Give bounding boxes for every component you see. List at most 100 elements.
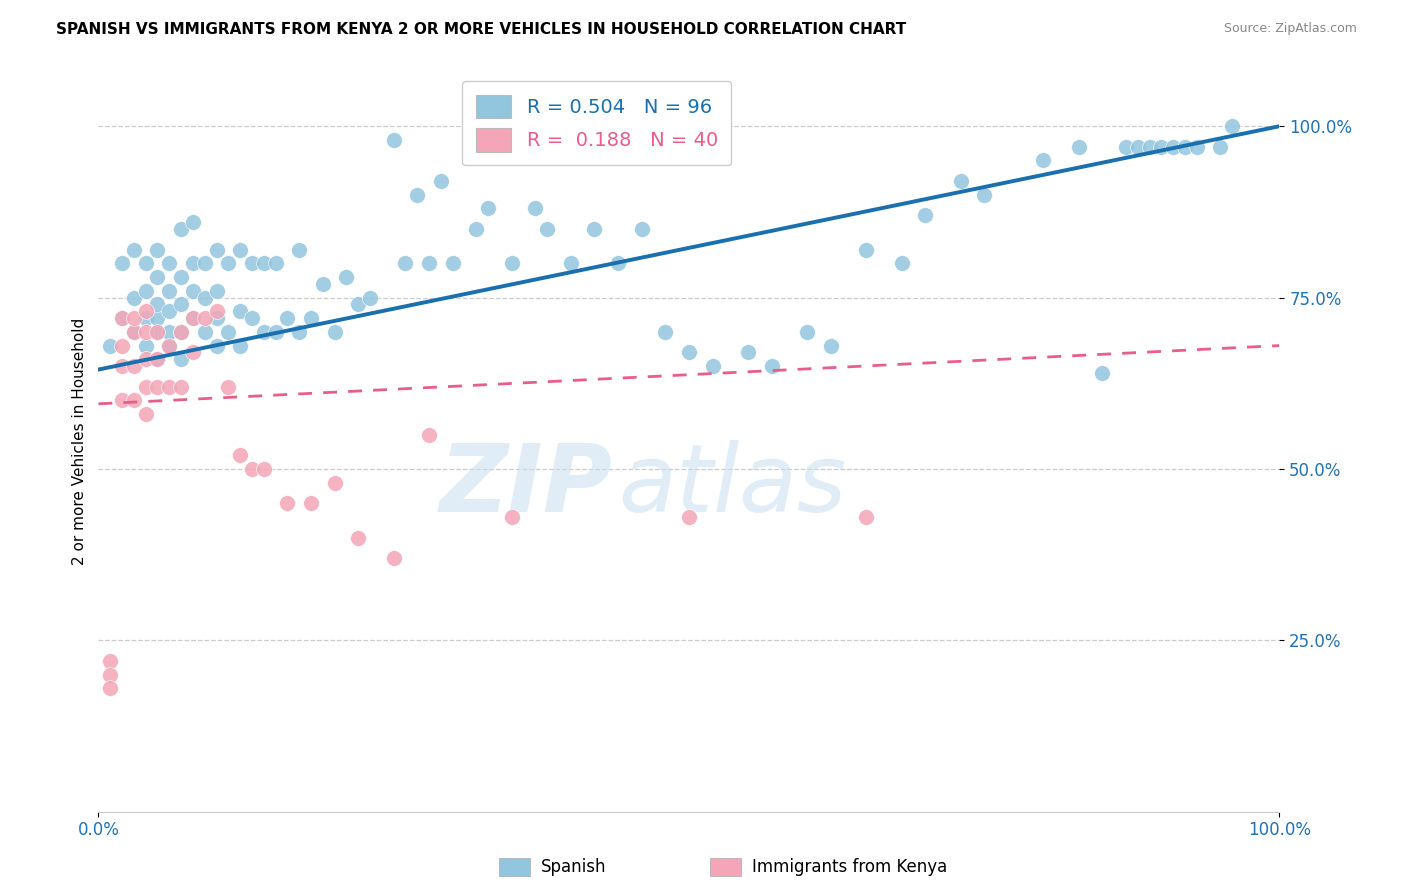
Point xyxy=(299,311,322,326)
Point xyxy=(1161,140,1184,154)
Point xyxy=(170,380,193,394)
Point xyxy=(630,222,652,236)
Point xyxy=(914,208,936,222)
Point xyxy=(276,496,298,510)
Point xyxy=(347,297,370,311)
Point xyxy=(157,338,180,352)
Point xyxy=(288,243,311,257)
Point xyxy=(536,222,558,236)
Point xyxy=(441,256,464,270)
Point xyxy=(194,256,217,270)
Point xyxy=(98,654,121,668)
Point xyxy=(394,256,416,270)
Point xyxy=(170,352,193,367)
Point xyxy=(181,256,204,270)
Point xyxy=(135,352,157,367)
Point xyxy=(796,325,818,339)
Point xyxy=(288,325,311,339)
Text: atlas: atlas xyxy=(619,441,846,532)
Point xyxy=(135,284,157,298)
Point xyxy=(146,352,169,367)
Point xyxy=(820,338,842,352)
Point xyxy=(122,243,145,257)
Text: Spanish: Spanish xyxy=(541,858,607,876)
Point xyxy=(157,325,180,339)
Point xyxy=(122,359,145,373)
Point xyxy=(240,256,263,270)
Point xyxy=(170,270,193,285)
Point xyxy=(1115,140,1137,154)
Point xyxy=(1220,119,1243,133)
Point xyxy=(229,304,252,318)
Point xyxy=(1091,366,1114,380)
Point xyxy=(146,325,169,339)
Point xyxy=(146,243,169,257)
Point xyxy=(98,667,121,681)
Point xyxy=(146,352,169,367)
Point xyxy=(229,448,252,462)
Point xyxy=(264,325,287,339)
Point xyxy=(146,311,169,326)
Point xyxy=(111,311,134,326)
Point xyxy=(654,325,676,339)
Point xyxy=(98,681,121,696)
Point xyxy=(135,407,157,421)
Point xyxy=(1139,140,1161,154)
Point xyxy=(229,243,252,257)
Point xyxy=(181,311,204,326)
Point xyxy=(335,270,357,285)
Point xyxy=(205,311,228,326)
Point xyxy=(382,133,405,147)
Point xyxy=(240,462,263,476)
Point xyxy=(761,359,783,373)
Point xyxy=(157,338,180,352)
Point xyxy=(122,311,145,326)
Point xyxy=(323,475,346,490)
Point xyxy=(146,325,169,339)
Text: Source: ZipAtlas.com: Source: ZipAtlas.com xyxy=(1223,22,1357,36)
Point xyxy=(382,551,405,566)
Point xyxy=(181,311,204,326)
Point xyxy=(1067,140,1090,154)
Point xyxy=(737,345,759,359)
Point xyxy=(253,462,276,476)
Point xyxy=(111,338,134,352)
Point xyxy=(205,338,228,352)
Point xyxy=(157,380,180,394)
Point xyxy=(501,510,523,524)
Point xyxy=(276,311,298,326)
Y-axis label: 2 or more Vehicles in Household: 2 or more Vehicles in Household xyxy=(72,318,87,566)
Point xyxy=(170,325,193,339)
Point xyxy=(122,393,145,408)
Legend: R = 0.504   N = 96, R =  0.188   N = 40: R = 0.504 N = 96, R = 0.188 N = 40 xyxy=(463,81,731,166)
Point xyxy=(217,325,239,339)
Point xyxy=(135,325,157,339)
Point xyxy=(170,325,193,339)
Point xyxy=(194,311,217,326)
Point xyxy=(146,380,169,394)
Point xyxy=(122,291,145,305)
Point xyxy=(253,256,276,270)
Point xyxy=(465,222,488,236)
Point xyxy=(418,256,440,270)
Point xyxy=(1126,140,1149,154)
Point xyxy=(170,297,193,311)
Point xyxy=(855,243,877,257)
Point xyxy=(122,325,145,339)
Point xyxy=(430,174,453,188)
Point xyxy=(240,311,263,326)
Point xyxy=(217,380,239,394)
Point xyxy=(229,338,252,352)
Point xyxy=(607,256,630,270)
Point xyxy=(418,427,440,442)
Point xyxy=(205,284,228,298)
Point xyxy=(1209,140,1232,154)
Point xyxy=(135,380,157,394)
Point xyxy=(135,304,157,318)
Point xyxy=(949,174,972,188)
Point xyxy=(205,243,228,257)
Point xyxy=(181,345,204,359)
Point xyxy=(170,222,193,236)
Point xyxy=(146,270,169,285)
Point xyxy=(406,187,429,202)
